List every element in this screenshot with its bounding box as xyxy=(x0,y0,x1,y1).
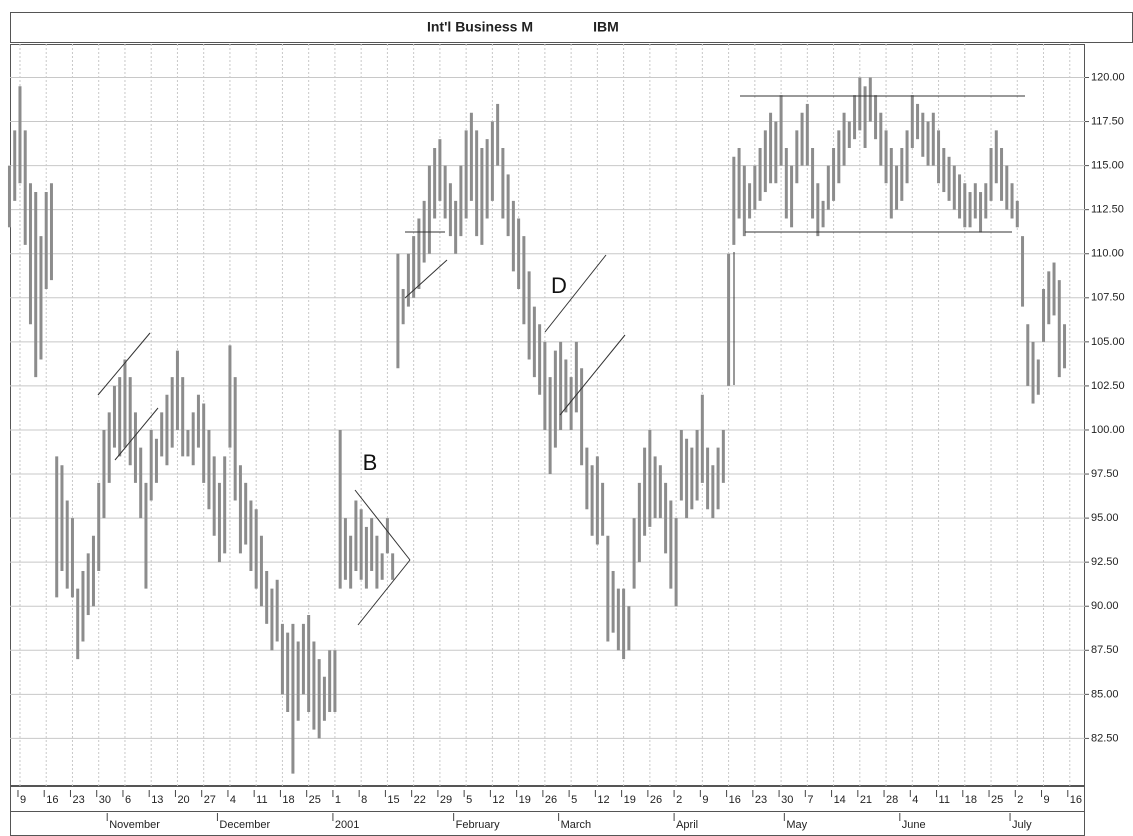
x-axis-days xyxy=(10,786,1085,812)
x-tick-label: 18 xyxy=(965,794,977,806)
x-tick-label: 8 xyxy=(361,794,367,806)
x-tick-label: 23 xyxy=(72,794,84,806)
x-tick-label: 2 xyxy=(676,794,682,806)
x-tick-label: 7 xyxy=(807,794,813,806)
x-axis-months xyxy=(10,811,1085,836)
grid xyxy=(10,44,1085,786)
y-tick-label: 97.50 xyxy=(1091,468,1119,480)
x-tick-label: 28 xyxy=(886,794,898,806)
y-tick-label: 107.50 xyxy=(1091,292,1125,304)
x-tick-label: 1 xyxy=(335,794,341,806)
x-tick-label: 9 xyxy=(702,794,708,806)
y-tick-label: 85.00 xyxy=(1091,688,1119,700)
trend-line xyxy=(97,332,151,396)
x-tick-label: 16 xyxy=(729,794,741,806)
x-tick-label: 15 xyxy=(387,794,399,806)
x-tick-label: 5 xyxy=(571,794,577,806)
x-tick-label: 29 xyxy=(440,794,452,806)
x-tick-label: 4 xyxy=(230,794,236,806)
month-label: 2001 xyxy=(335,819,359,831)
x-tick-label: 12 xyxy=(492,794,504,806)
x-tick-label: 14 xyxy=(834,794,846,806)
x-tick-label: 2 xyxy=(1017,794,1023,806)
chart-symbol: IBM xyxy=(593,19,619,35)
axes: 82.50 85.00 87.50 90.00 92.50 95.00 97.50 100.0… xyxy=(17,71,1125,831)
y-tick-label: 87.50 xyxy=(1091,644,1119,656)
y-tick-label: 115.00 xyxy=(1091,160,1124,172)
trend-line xyxy=(404,259,448,299)
month-label: November xyxy=(109,819,160,831)
month-label: April xyxy=(676,819,698,831)
trend-lines xyxy=(97,95,1025,626)
y-tick-label: 95.00 xyxy=(1091,512,1119,524)
x-tick-label: 19 xyxy=(519,794,531,806)
x-tick-label: 21 xyxy=(860,794,872,806)
x-tick-label: 9 xyxy=(1044,794,1050,806)
trend-line xyxy=(114,407,159,461)
trend-line xyxy=(354,489,411,561)
y-tick-label: 110.00 xyxy=(1091,248,1124,260)
x-tick-label: 23 xyxy=(755,794,767,806)
month-label: May xyxy=(786,819,807,831)
y-tick-label: 117.50 xyxy=(1091,115,1124,127)
x-tick-label: 22 xyxy=(414,794,426,806)
x-tick-label: 5 xyxy=(466,794,472,806)
y-tick-label: 100.00 xyxy=(1091,424,1125,436)
y-tick-label: 90.00 xyxy=(1091,600,1119,612)
title-bar xyxy=(10,12,1133,43)
trend-line xyxy=(559,334,626,416)
annotation: D xyxy=(551,273,567,298)
x-tick-label: 4 xyxy=(912,794,918,806)
x-tick-label: 26 xyxy=(650,794,662,806)
x-tick-label: 26 xyxy=(545,794,557,806)
x-tick-label: 9 xyxy=(20,794,26,806)
month-label: July xyxy=(1012,819,1032,831)
x-tick-label: 11 xyxy=(939,794,950,806)
x-tick-label: 25 xyxy=(309,794,321,806)
x-tick-label: 11 xyxy=(256,794,267,806)
trend-line xyxy=(544,254,607,333)
trend-line xyxy=(357,559,411,626)
y-tick-label: 102.50 xyxy=(1091,380,1125,392)
x-tick-label: 16 xyxy=(1070,794,1082,806)
x-tick-label: 12 xyxy=(597,794,609,806)
month-label: December xyxy=(219,819,270,831)
plot-area xyxy=(10,44,1085,786)
x-tick-label: 20 xyxy=(177,794,189,806)
x-tick-label: 16 xyxy=(46,794,58,806)
y-tick-label: 82.50 xyxy=(1091,732,1119,744)
x-tick-label: 25 xyxy=(991,794,1003,806)
month-label: March xyxy=(561,819,592,831)
x-tick-label: 30 xyxy=(781,794,793,806)
x-tick-label: 27 xyxy=(204,794,216,806)
y-tick-label: 112.50 xyxy=(1091,204,1124,216)
y-tick-label: 120.00 xyxy=(1091,71,1125,83)
x-tick-label: 30 xyxy=(99,794,111,806)
chart-title: Int'l Business M xyxy=(427,19,533,35)
month-label: June xyxy=(902,819,926,831)
x-tick-label: 13 xyxy=(151,794,163,806)
x-tick-label: 6 xyxy=(125,794,131,806)
y-tick-label: 92.50 xyxy=(1091,556,1119,568)
month-label: February xyxy=(456,819,501,831)
x-tick-label: 18 xyxy=(282,794,294,806)
annotation: B xyxy=(363,450,378,475)
y-tick-label: 105.00 xyxy=(1091,336,1125,348)
bars xyxy=(7,77,1067,774)
x-tick-label: 19 xyxy=(624,794,636,806)
